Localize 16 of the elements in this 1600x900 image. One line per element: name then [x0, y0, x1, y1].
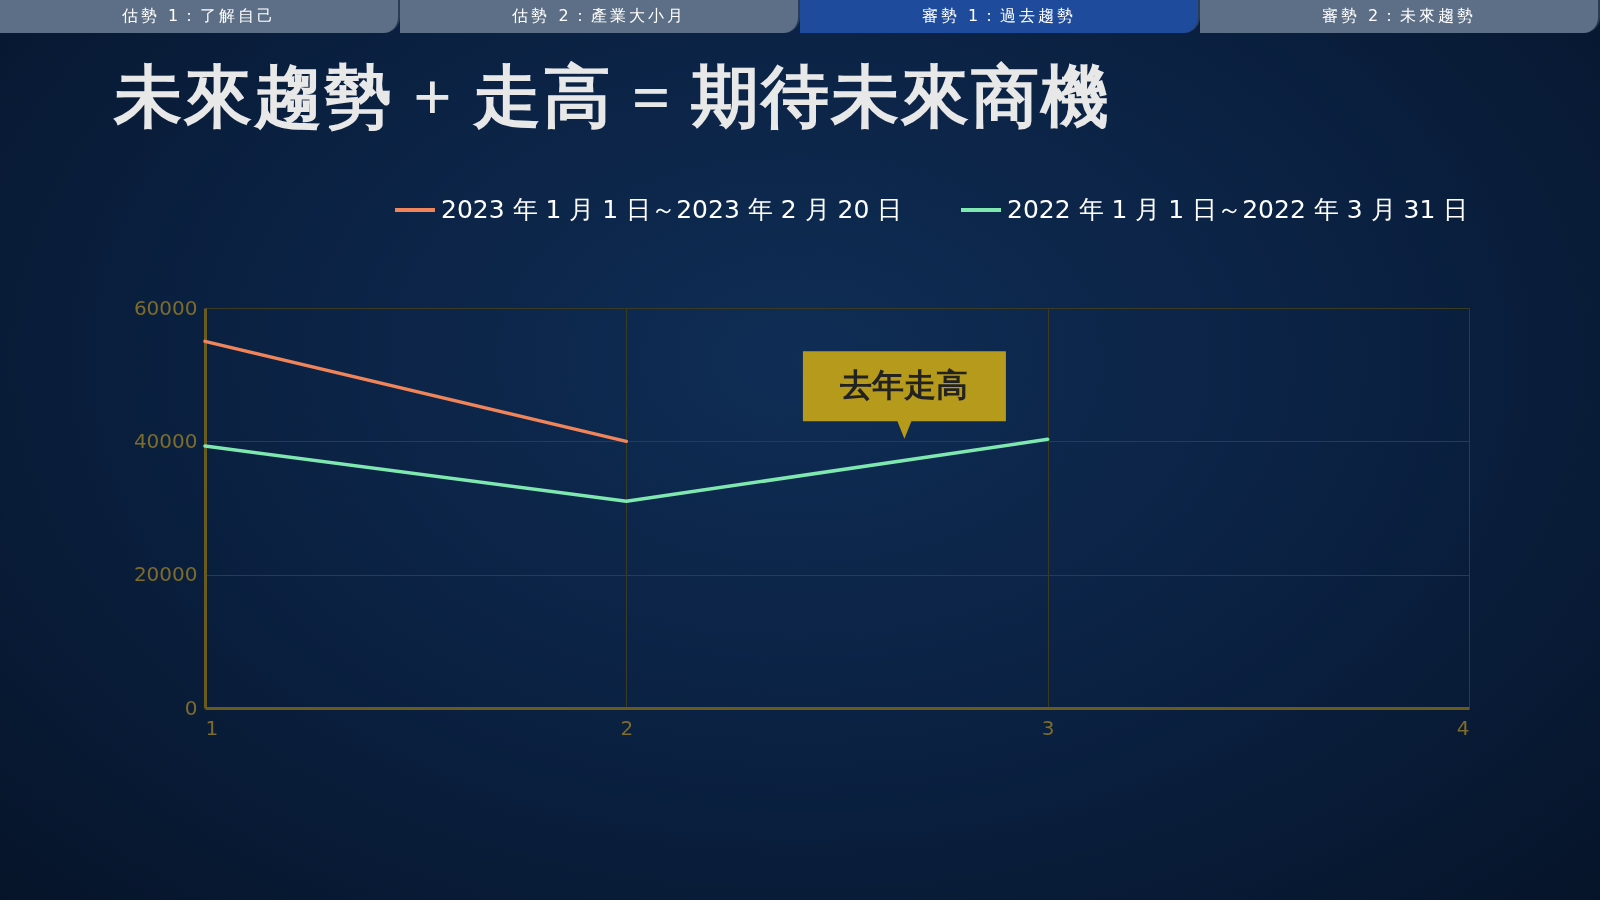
y-tick-label: 0 [184, 695, 198, 720]
text: 估勢 1：了解自己 [0, 0, 400, 33]
y-tick-label: 60000 [133, 295, 198, 320]
legend-label: 2023 年 1 月 1 日～2023 年 2 月 20 日 [441, 195, 903, 224]
x-tick-label: 1 [205, 715, 219, 740]
chart-title: 未來趨勢 + 走高 = 期待未來商機 [114, 58, 1112, 137]
text: 審勢 2：未來趨勢 [1200, 0, 1600, 33]
x-tick-label: 3 [1041, 715, 1055, 740]
y-tick-label: 20000 [133, 562, 198, 587]
x-tick-label: 4 [1456, 715, 1470, 740]
y-tick-label: 40000 [133, 428, 198, 453]
x-tick-label: 2 [620, 715, 634, 740]
annotation: 去年走高 [839, 367, 969, 404]
text: 審勢 1：過去趨勢 [800, 0, 1200, 33]
legend-label: 2022 年 1 月 1 日～2022 年 3 月 31 日 [1007, 195, 1469, 224]
text: 估勢 2：產業大小月 [400, 0, 800, 33]
